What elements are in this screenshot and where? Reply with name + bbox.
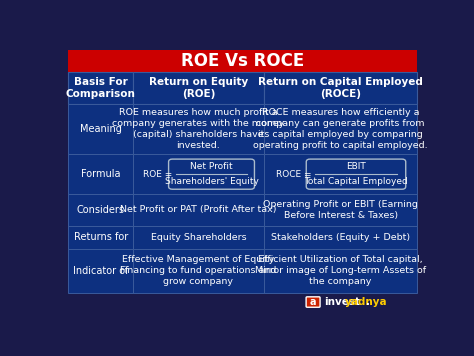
FancyBboxPatch shape [264,226,418,249]
FancyBboxPatch shape [133,154,264,194]
Text: Returns for: Returns for [73,232,128,242]
Text: Indicator of: Indicator of [73,266,128,276]
Text: invest: invest [324,297,360,307]
FancyBboxPatch shape [133,72,264,104]
FancyBboxPatch shape [68,104,133,154]
Text: Equity Shareholders: Equity Shareholders [151,233,246,242]
Text: Operating Profit or EBIT (Earning
Before Interest & Taxes): Operating Profit or EBIT (Earning Before… [263,200,418,220]
FancyBboxPatch shape [264,154,418,194]
Text: a: a [310,297,316,307]
FancyBboxPatch shape [68,49,418,293]
Text: ROCE =: ROCE = [276,170,311,179]
FancyBboxPatch shape [68,154,133,194]
FancyBboxPatch shape [264,104,418,154]
Text: Net Profit or PAT (Profit After tax): Net Profit or PAT (Profit After tax) [120,205,277,214]
FancyBboxPatch shape [68,249,133,293]
Text: Effective Management of Equity
Financing to fund operations and
grow company: Effective Management of Equity Financing… [120,255,277,286]
Text: Considers: Considers [77,205,125,215]
Text: Efficient Utilization of Total capital,
Mirror image of Long-term Assets of
the : Efficient Utilization of Total capital, … [255,255,426,286]
Text: yadnya: yadnya [345,297,388,307]
Text: EBIT: EBIT [346,162,366,171]
Text: .: . [366,297,370,307]
FancyBboxPatch shape [264,249,418,293]
Text: Return on Equity
(ROE): Return on Equity (ROE) [149,77,248,99]
Text: Net Profit: Net Profit [190,162,233,171]
FancyBboxPatch shape [264,72,418,104]
FancyBboxPatch shape [68,226,133,249]
FancyBboxPatch shape [133,194,264,226]
Text: Meaning: Meaning [80,124,122,134]
FancyBboxPatch shape [133,249,264,293]
Text: ROCE measures how efficiently a
company can generate profits from
its capital em: ROCE measures how efficiently a company … [253,108,428,150]
Text: ROE Vs ROCE: ROE Vs ROCE [181,52,305,70]
Text: Total Capital Employed: Total Capital Employed [304,177,408,186]
FancyBboxPatch shape [133,104,264,154]
Text: ROE =: ROE = [144,170,173,179]
Text: Stakeholders (Equity + Debt): Stakeholders (Equity + Debt) [271,233,410,242]
Text: ROE measures how much profit a
company generates with the money
(capital) shareh: ROE measures how much profit a company g… [112,108,284,150]
FancyBboxPatch shape [133,226,264,249]
FancyBboxPatch shape [68,49,418,72]
Text: Shareholders' Equity: Shareholders' Equity [164,177,258,186]
FancyBboxPatch shape [68,194,133,226]
Text: Basis For
Comparison: Basis For Comparison [66,77,136,99]
FancyBboxPatch shape [68,72,133,104]
Text: Return on Capital Employed
(ROCE): Return on Capital Employed (ROCE) [258,77,423,99]
Text: Formula: Formula [81,169,120,179]
FancyBboxPatch shape [264,194,418,226]
FancyBboxPatch shape [306,297,320,307]
